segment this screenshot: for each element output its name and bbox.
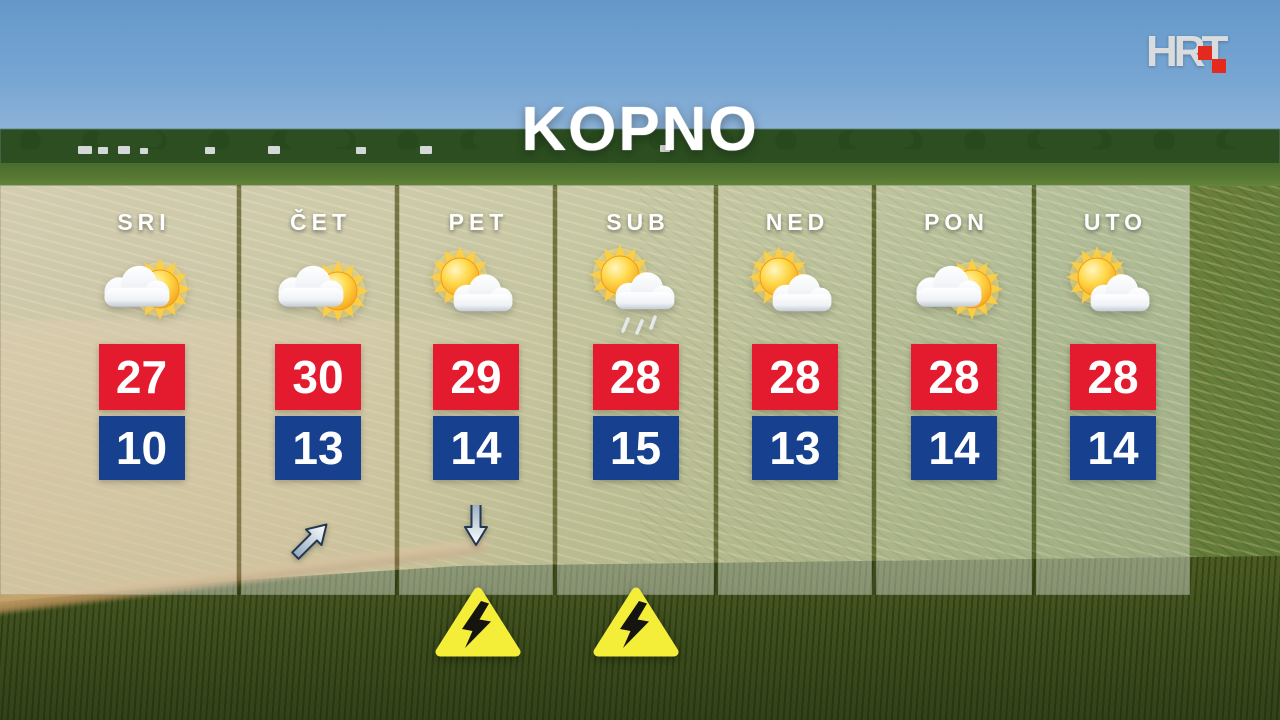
sun-with-rain-cloud-icon [576, 243, 696, 335]
thunderstorm-warning-icon [592, 584, 680, 660]
low-temp: 13 [275, 416, 361, 480]
day-label: NED [765, 209, 830, 235]
high-temp: 30 [275, 344, 361, 410]
building [268, 146, 280, 154]
day-label: SUB [606, 209, 670, 235]
sun-behind-cloud-icon [416, 245, 536, 335]
day-column-uto: UTO 28 14 [1036, 185, 1190, 595]
sun-behind-cloud-icon [1053, 245, 1173, 335]
building [140, 148, 148, 154]
building [205, 147, 215, 154]
building [118, 146, 130, 154]
high-temp: 27 [98, 344, 185, 410]
column-divider [237, 185, 241, 595]
low-temp: 10 [98, 416, 185, 480]
column-divider [1032, 185, 1036, 595]
day-label: PON [924, 209, 989, 235]
day-label: SRI [117, 209, 171, 235]
building [98, 147, 108, 154]
high-temp: 28 [592, 344, 679, 410]
low-temp: 14 [1070, 416, 1156, 480]
building [420, 146, 432, 154]
high-temp: 28 [752, 344, 838, 410]
logo-red-square [1198, 46, 1212, 60]
day-column-pon: PON 28 14 [876, 185, 1032, 595]
day-column-ned: NED 28 13 [718, 185, 872, 595]
thunderstorm-warning-icon [434, 584, 522, 660]
building [78, 146, 92, 154]
sun-behind-cloud-icon [735, 245, 855, 335]
logo-red-square [1212, 59, 1226, 73]
column-divider [553, 185, 557, 595]
day-column-pet: PET 29 14 [399, 185, 553, 595]
high-temp: 28 [1070, 344, 1156, 410]
high-temp: 28 [911, 344, 997, 410]
low-temp: 15 [592, 416, 679, 480]
low-temp: 13 [752, 416, 838, 480]
column-divider [872, 185, 876, 595]
page-title: KOPNO [521, 95, 759, 164]
day-label: PET [448, 209, 509, 235]
hrt-logo: HRT [1146, 30, 1238, 78]
column-divider [395, 185, 399, 595]
day-label: ČET [290, 209, 351, 235]
building [356, 147, 366, 154]
field-strip [0, 163, 1280, 189]
day-column-sub: SUB 28 15 [557, 185, 714, 595]
column-divider [714, 185, 718, 595]
cloud-with-sun-icon [82, 245, 202, 335]
day-label: UTO [1083, 209, 1148, 235]
high-temp: 29 [433, 344, 519, 410]
building [660, 145, 670, 152]
cloud-with-sun-icon [258, 245, 378, 335]
cloud-with-sun-icon [894, 245, 1014, 335]
trend-up-arrow-icon [286, 505, 346, 565]
day-column-cet: ČET 30 13 [241, 185, 395, 595]
day-column-sri: SRI 27 10 [0, 185, 237, 595]
low-temp: 14 [911, 416, 997, 480]
low-temp: 14 [433, 416, 519, 480]
trend-down-arrow-icon [448, 500, 504, 561]
